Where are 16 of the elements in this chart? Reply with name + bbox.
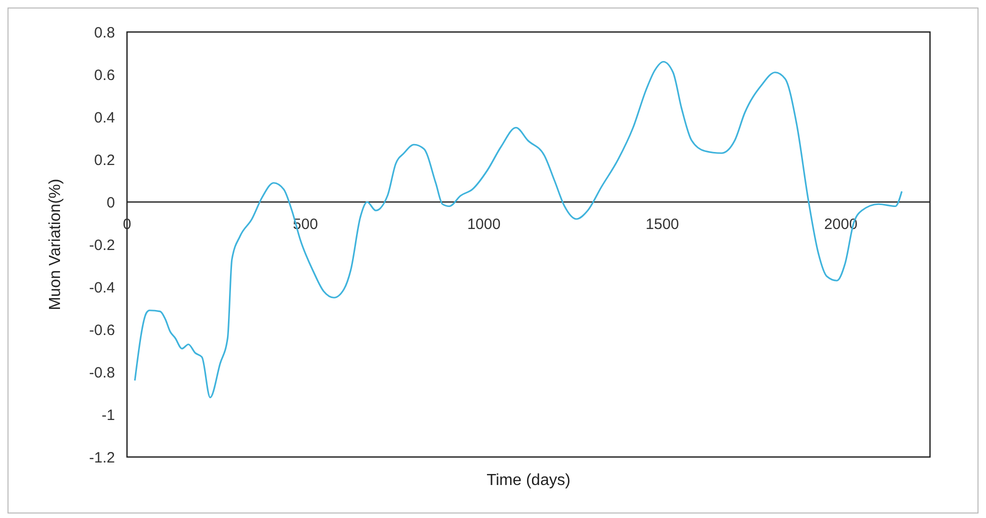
y-tick-label: -1 (102, 406, 115, 424)
y-tick-label: 0.6 (94, 66, 115, 84)
y-tick-label: 0.4 (94, 109, 115, 126)
x-axis-title: Time (days) (486, 472, 570, 489)
x-tick-label: 1500 (646, 216, 680, 233)
y-tick-label: -0.4 (89, 279, 115, 296)
y-tick-label: 0.2 (94, 152, 115, 169)
y-tick-label: -0.8 (89, 364, 115, 382)
y-axis-title: Muon Variation(%) (47, 178, 64, 310)
y-tick-label: -0.6 (89, 322, 115, 339)
y-tick-label: -0.2 (89, 236, 115, 254)
y-tick-label: -1.2 (89, 449, 115, 466)
y-tick-label: 0.8 (94, 24, 115, 42)
y-tick-label: 0 (106, 194, 115, 212)
line-series (134, 60, 903, 398)
x-tick-label: 1000 (467, 216, 501, 233)
